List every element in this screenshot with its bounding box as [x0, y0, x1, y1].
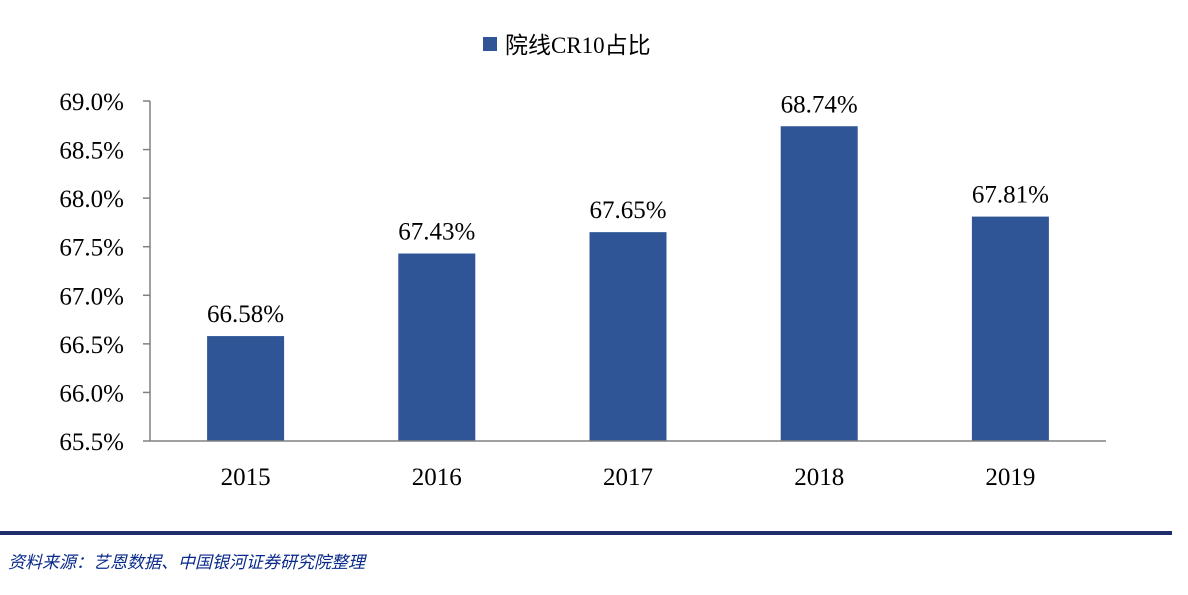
data-label-2015: 66.58%: [207, 301, 284, 328]
legend-label: 院线CR10占比: [505, 33, 651, 58]
y-tick-label: 67.0%: [59, 283, 124, 310]
bar-2019: [971, 216, 1049, 441]
bar-2017: [589, 232, 667, 441]
legend-swatch: [483, 37, 497, 51]
data-label-2017: 67.65%: [589, 197, 666, 224]
data-label-2016: 67.43%: [398, 219, 475, 246]
y-tick-label: 66.0%: [59, 380, 124, 407]
data-label-2019: 67.81%: [972, 182, 1049, 209]
y-tick-label: 65.5%: [59, 429, 124, 456]
legend: 院线CR10占比: [483, 33, 651, 58]
bar-2015: [207, 336, 285, 441]
source-note: 资料来源：艺恩数据、中国银河证券研究院整理: [8, 553, 365, 573]
x-tick-label-2017: 2017: [603, 464, 653, 491]
y-tick-label: 69.0%: [59, 89, 124, 116]
x-tick-label-2018: 2018: [794, 464, 844, 491]
x-tick-label-2015: 2015: [221, 464, 271, 491]
bar-2018: [780, 126, 858, 441]
x-axis-labels: 2015 2016 2017 2018 2019: [221, 464, 1036, 491]
y-axis-ticks: 65.5% 66.0% 66.5% 67.0% 67.5% 68.0% 68.5% 69.0%: [59, 89, 150, 456]
x-tick-label-2016: 2016: [412, 464, 462, 491]
bars: [207, 126, 1049, 441]
bar-2016: [398, 253, 476, 441]
x-tick-label-2019: 2019: [985, 464, 1035, 491]
divider-rule: [0, 531, 1172, 535]
bar-chart: 院线CR10占比 65.5%66.0%66.5%67.0%67.5%68.0%6…: [59, 33, 1106, 491]
y-tick-label: 68.5%: [59, 138, 124, 165]
data-labels: 66.58% 67.43% 67.65% 68.74% 67.81%: [207, 91, 1049, 328]
y-tick-label: 68.0%: [59, 186, 124, 213]
y-tick-label: 66.5%: [59, 332, 124, 359]
data-label-2018: 68.74%: [781, 91, 858, 118]
y-tick-label: 67.5%: [59, 235, 124, 262]
